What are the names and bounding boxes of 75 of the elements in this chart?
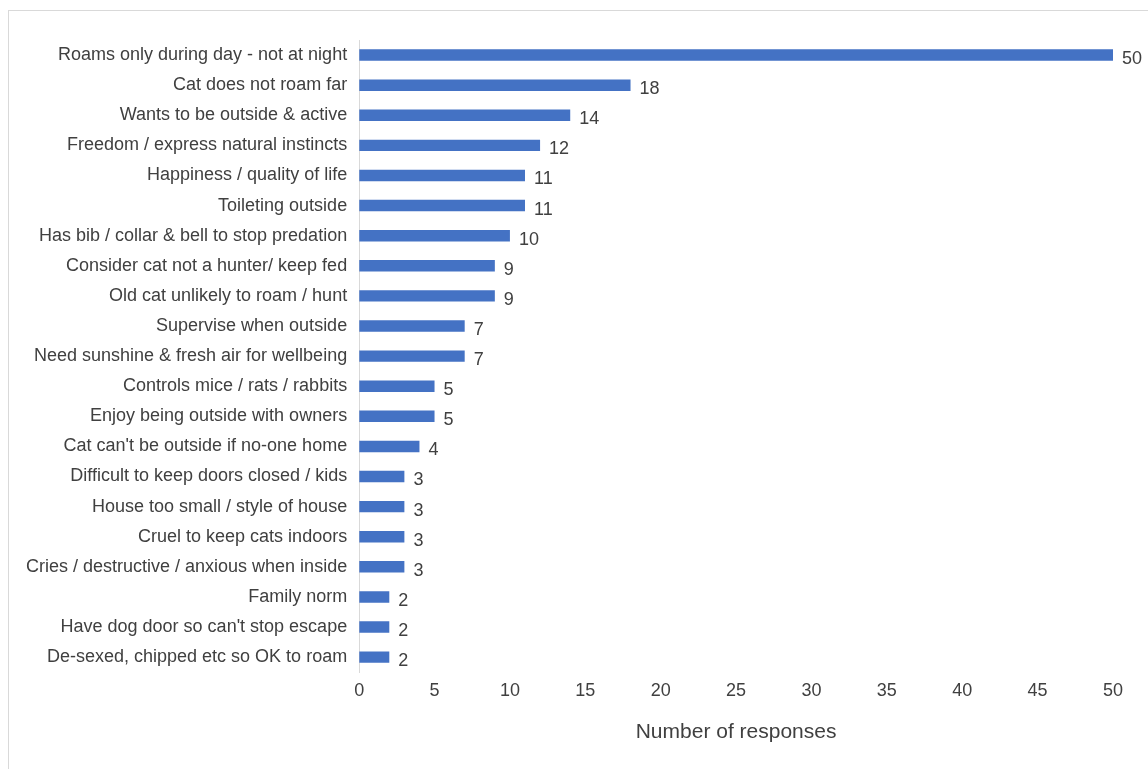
y-tick-label: Difficult to keep doors closed / kids bbox=[70, 465, 348, 486]
y-tick-label: Enjoy being outside with owners bbox=[90, 405, 348, 426]
y-tick-label: Toileting outside bbox=[218, 194, 348, 215]
bar bbox=[359, 260, 495, 272]
data-label: 7 bbox=[473, 349, 484, 370]
y-tick-label: Family norm bbox=[248, 585, 348, 606]
y-tick-label: Has bib / collar & bell to stop predation bbox=[38, 224, 348, 245]
y-tick-label: Have dog door so can't stop escape bbox=[60, 616, 348, 637]
x-tick-label: 40 bbox=[952, 679, 973, 700]
y-tick-label: Need sunshine & fresh air for wellbeing bbox=[33, 345, 348, 366]
bar bbox=[359, 139, 541, 152]
bar bbox=[359, 350, 465, 362]
y-tick-label: Happiness / quality of life bbox=[147, 164, 348, 185]
y-tick-label: Consider cat not a hunter/ keep fed bbox=[65, 254, 348, 275]
bar bbox=[359, 49, 1113, 61]
bar bbox=[359, 621, 390, 633]
bar bbox=[359, 290, 495, 302]
bar bbox=[359, 470, 405, 483]
bar bbox=[359, 320, 465, 332]
y-tick-label: Wants to be outside & active bbox=[119, 104, 348, 125]
bar bbox=[359, 440, 420, 453]
x-tick-label: 5 bbox=[429, 679, 440, 700]
x-tick-label: 0 bbox=[354, 679, 365, 700]
data-label: 11 bbox=[534, 168, 553, 189]
x-tick-label: 25 bbox=[726, 679, 747, 700]
data-label: 9 bbox=[503, 258, 514, 279]
data-label: 18 bbox=[639, 78, 660, 99]
data-label: 9 bbox=[503, 288, 514, 309]
data-label: 2 bbox=[398, 620, 409, 641]
x-tick-label: 20 bbox=[650, 679, 671, 700]
y-tick-label: Roams only during day - not at night bbox=[57, 44, 348, 65]
bar bbox=[359, 199, 525, 212]
y-tick-label: Freedom / express natural instincts bbox=[67, 134, 348, 155]
data-label: 2 bbox=[398, 650, 409, 671]
data-label: 12 bbox=[549, 138, 570, 159]
data-label: 4 bbox=[428, 439, 439, 460]
data-label: 5 bbox=[443, 409, 454, 430]
data-label: 7 bbox=[473, 318, 484, 339]
bar bbox=[359, 380, 435, 392]
y-tick-label: De-sexed, chipped etc so OK to roam bbox=[47, 646, 348, 667]
y-tick-label: Cries / destructive / anxious when inside bbox=[26, 555, 348, 576]
x-tick-label: 15 bbox=[575, 679, 596, 700]
bar bbox=[359, 229, 510, 242]
bar bbox=[359, 79, 631, 91]
x-axis-title: Number of responses bbox=[635, 719, 837, 743]
y-tick-label: Cat does not roam far bbox=[173, 74, 348, 95]
bar bbox=[359, 651, 390, 663]
x-tick-label: 50 bbox=[1102, 679, 1124, 700]
y-tick-label: Controls mice / rats / rabbits bbox=[123, 375, 348, 396]
x-tick-label: 45 bbox=[1027, 679, 1048, 700]
data-label: 50 bbox=[1122, 48, 1143, 69]
bar bbox=[359, 561, 405, 573]
y-tick-label: Old cat unlikely to roam / hunt bbox=[109, 284, 348, 305]
bar bbox=[359, 531, 405, 543]
bar bbox=[359, 500, 405, 513]
bar bbox=[359, 410, 435, 423]
y-tick-label: House too small / style of house bbox=[92, 495, 348, 516]
x-tick-label: 10 bbox=[499, 679, 520, 700]
data-label: 14 bbox=[579, 108, 600, 129]
data-label: 3 bbox=[413, 469, 424, 490]
bar bbox=[359, 169, 525, 182]
data-label: 3 bbox=[413, 529, 424, 550]
data-label: 3 bbox=[413, 499, 424, 520]
data-label: 11 bbox=[534, 198, 553, 219]
data-label: 3 bbox=[413, 559, 424, 580]
bar bbox=[359, 591, 390, 603]
bar bbox=[359, 109, 571, 121]
y-tick-label: Supervise when outside bbox=[156, 314, 348, 335]
x-tick-label: 30 bbox=[801, 679, 822, 700]
data-label: 2 bbox=[398, 589, 409, 610]
y-tick-label: Cat can't be outside if no-one home bbox=[63, 435, 348, 456]
data-label: 10 bbox=[518, 228, 539, 249]
y-tick-label: Cruel to keep cats indoors bbox=[138, 525, 348, 546]
data-label: 5 bbox=[443, 379, 454, 400]
x-tick-label: 35 bbox=[876, 679, 897, 700]
